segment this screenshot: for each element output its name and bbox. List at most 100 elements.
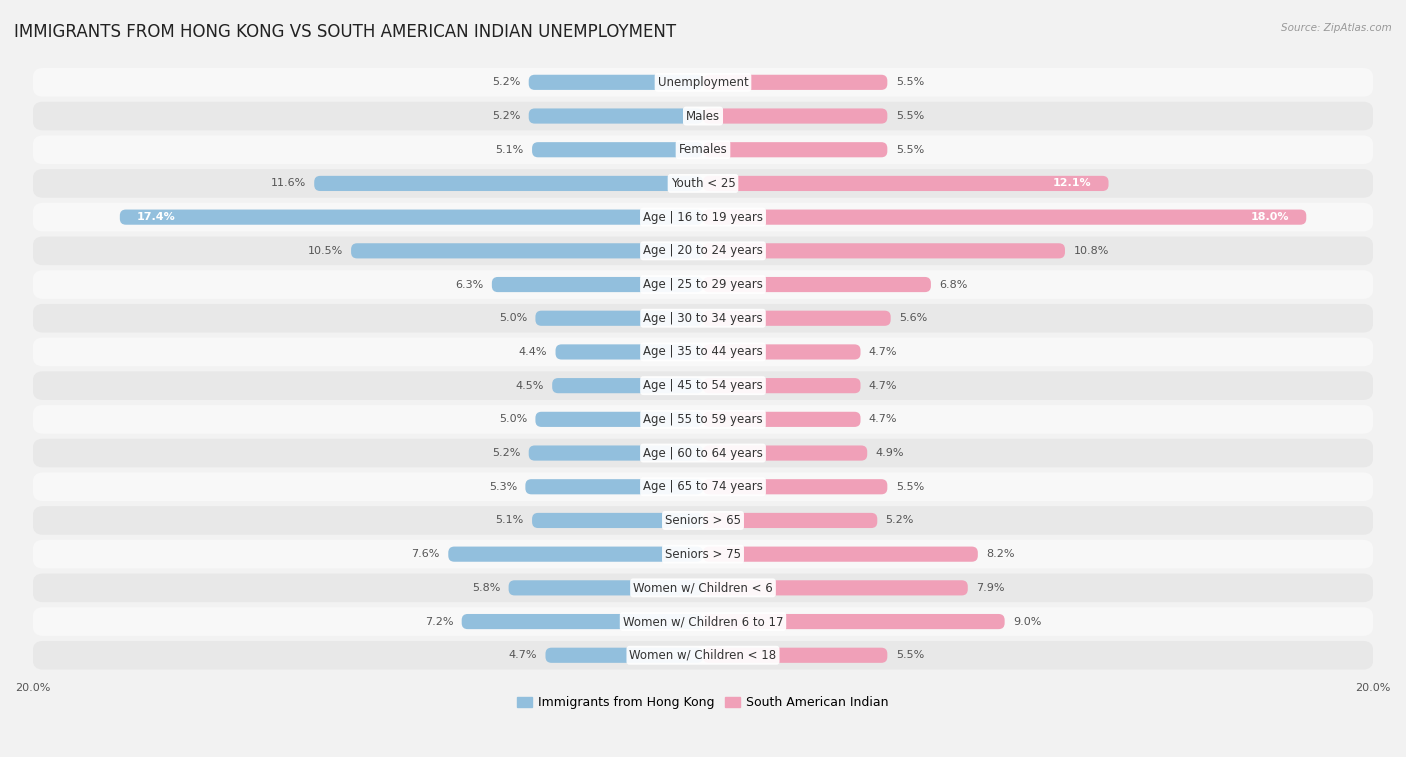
Text: Source: ZipAtlas.com: Source: ZipAtlas.com — [1281, 23, 1392, 33]
FancyBboxPatch shape — [703, 445, 868, 460]
FancyBboxPatch shape — [703, 581, 967, 596]
FancyBboxPatch shape — [703, 344, 860, 360]
Text: Seniors > 65: Seniors > 65 — [665, 514, 741, 527]
Text: Age | 16 to 19 years: Age | 16 to 19 years — [643, 210, 763, 223]
FancyBboxPatch shape — [461, 614, 703, 629]
FancyBboxPatch shape — [32, 270, 1374, 299]
FancyBboxPatch shape — [32, 641, 1374, 670]
FancyBboxPatch shape — [555, 344, 703, 360]
FancyBboxPatch shape — [529, 75, 703, 90]
FancyBboxPatch shape — [314, 176, 703, 191]
Text: Age | 65 to 74 years: Age | 65 to 74 years — [643, 480, 763, 494]
FancyBboxPatch shape — [553, 378, 703, 393]
Text: 17.4%: 17.4% — [136, 212, 176, 222]
FancyBboxPatch shape — [32, 236, 1374, 265]
FancyBboxPatch shape — [526, 479, 703, 494]
Text: 5.5%: 5.5% — [896, 77, 924, 87]
Text: 9.0%: 9.0% — [1012, 616, 1042, 627]
Text: 5.2%: 5.2% — [886, 516, 914, 525]
Text: 5.3%: 5.3% — [489, 481, 517, 492]
FancyBboxPatch shape — [32, 304, 1374, 332]
Text: 7.2%: 7.2% — [425, 616, 453, 627]
FancyBboxPatch shape — [120, 210, 703, 225]
Text: 8.2%: 8.2% — [986, 549, 1015, 559]
FancyBboxPatch shape — [509, 581, 703, 596]
Text: 12.1%: 12.1% — [1053, 179, 1092, 188]
FancyBboxPatch shape — [32, 472, 1374, 501]
Text: Unemployment: Unemployment — [658, 76, 748, 89]
Text: Age | 30 to 34 years: Age | 30 to 34 years — [643, 312, 763, 325]
Text: 4.7%: 4.7% — [869, 347, 897, 357]
FancyBboxPatch shape — [703, 412, 860, 427]
Text: 5.2%: 5.2% — [492, 448, 520, 458]
FancyBboxPatch shape — [703, 277, 931, 292]
FancyBboxPatch shape — [32, 338, 1374, 366]
Text: Seniors > 75: Seniors > 75 — [665, 547, 741, 561]
FancyBboxPatch shape — [32, 101, 1374, 130]
Text: 4.4%: 4.4% — [519, 347, 547, 357]
Text: 7.6%: 7.6% — [412, 549, 440, 559]
FancyBboxPatch shape — [703, 108, 887, 123]
FancyBboxPatch shape — [703, 378, 860, 393]
Text: Age | 55 to 59 years: Age | 55 to 59 years — [643, 413, 763, 426]
Text: Women w/ Children < 18: Women w/ Children < 18 — [630, 649, 776, 662]
Text: 5.0%: 5.0% — [499, 414, 527, 425]
Text: 4.7%: 4.7% — [869, 414, 897, 425]
Text: Women w/ Children < 6: Women w/ Children < 6 — [633, 581, 773, 594]
FancyBboxPatch shape — [703, 75, 887, 90]
FancyBboxPatch shape — [32, 68, 1374, 97]
FancyBboxPatch shape — [32, 439, 1374, 467]
Text: Age | 35 to 44 years: Age | 35 to 44 years — [643, 345, 763, 359]
FancyBboxPatch shape — [703, 310, 890, 326]
Text: Youth < 25: Youth < 25 — [671, 177, 735, 190]
Text: 5.2%: 5.2% — [492, 77, 520, 87]
Text: 4.7%: 4.7% — [509, 650, 537, 660]
FancyBboxPatch shape — [32, 405, 1374, 434]
FancyBboxPatch shape — [32, 574, 1374, 602]
Text: 11.6%: 11.6% — [270, 179, 307, 188]
Text: 5.5%: 5.5% — [896, 111, 924, 121]
Text: 4.7%: 4.7% — [869, 381, 897, 391]
Text: Women w/ Children 6 to 17: Women w/ Children 6 to 17 — [623, 615, 783, 628]
FancyBboxPatch shape — [531, 142, 703, 157]
Text: 5.5%: 5.5% — [896, 650, 924, 660]
Text: 4.5%: 4.5% — [516, 381, 544, 391]
Text: IMMIGRANTS FROM HONG KONG VS SOUTH AMERICAN INDIAN UNEMPLOYMENT: IMMIGRANTS FROM HONG KONG VS SOUTH AMERI… — [14, 23, 676, 41]
FancyBboxPatch shape — [703, 648, 887, 663]
Text: 18.0%: 18.0% — [1251, 212, 1289, 222]
FancyBboxPatch shape — [703, 210, 1306, 225]
Text: Age | 20 to 24 years: Age | 20 to 24 years — [643, 245, 763, 257]
FancyBboxPatch shape — [32, 540, 1374, 569]
FancyBboxPatch shape — [32, 203, 1374, 232]
FancyBboxPatch shape — [703, 176, 1108, 191]
Text: 5.8%: 5.8% — [472, 583, 501, 593]
Legend: Immigrants from Hong Kong, South American Indian: Immigrants from Hong Kong, South America… — [512, 691, 894, 714]
Text: Age | 45 to 54 years: Age | 45 to 54 years — [643, 379, 763, 392]
FancyBboxPatch shape — [32, 506, 1374, 534]
Text: Age | 25 to 29 years: Age | 25 to 29 years — [643, 278, 763, 291]
FancyBboxPatch shape — [703, 513, 877, 528]
FancyBboxPatch shape — [536, 310, 703, 326]
Text: 10.8%: 10.8% — [1073, 246, 1109, 256]
Text: 6.8%: 6.8% — [939, 279, 967, 289]
Text: 5.5%: 5.5% — [896, 481, 924, 492]
FancyBboxPatch shape — [703, 243, 1064, 258]
FancyBboxPatch shape — [529, 445, 703, 460]
FancyBboxPatch shape — [449, 547, 703, 562]
Text: Males: Males — [686, 110, 720, 123]
FancyBboxPatch shape — [703, 142, 887, 157]
FancyBboxPatch shape — [32, 169, 1374, 198]
FancyBboxPatch shape — [32, 607, 1374, 636]
FancyBboxPatch shape — [492, 277, 703, 292]
FancyBboxPatch shape — [529, 108, 703, 123]
FancyBboxPatch shape — [32, 372, 1374, 400]
Text: 5.1%: 5.1% — [495, 145, 523, 154]
Text: Age | 60 to 64 years: Age | 60 to 64 years — [643, 447, 763, 459]
FancyBboxPatch shape — [703, 547, 977, 562]
Text: 4.9%: 4.9% — [876, 448, 904, 458]
Text: 5.1%: 5.1% — [495, 516, 523, 525]
FancyBboxPatch shape — [32, 136, 1374, 164]
FancyBboxPatch shape — [546, 648, 703, 663]
Text: 10.5%: 10.5% — [308, 246, 343, 256]
Text: 7.9%: 7.9% — [976, 583, 1005, 593]
